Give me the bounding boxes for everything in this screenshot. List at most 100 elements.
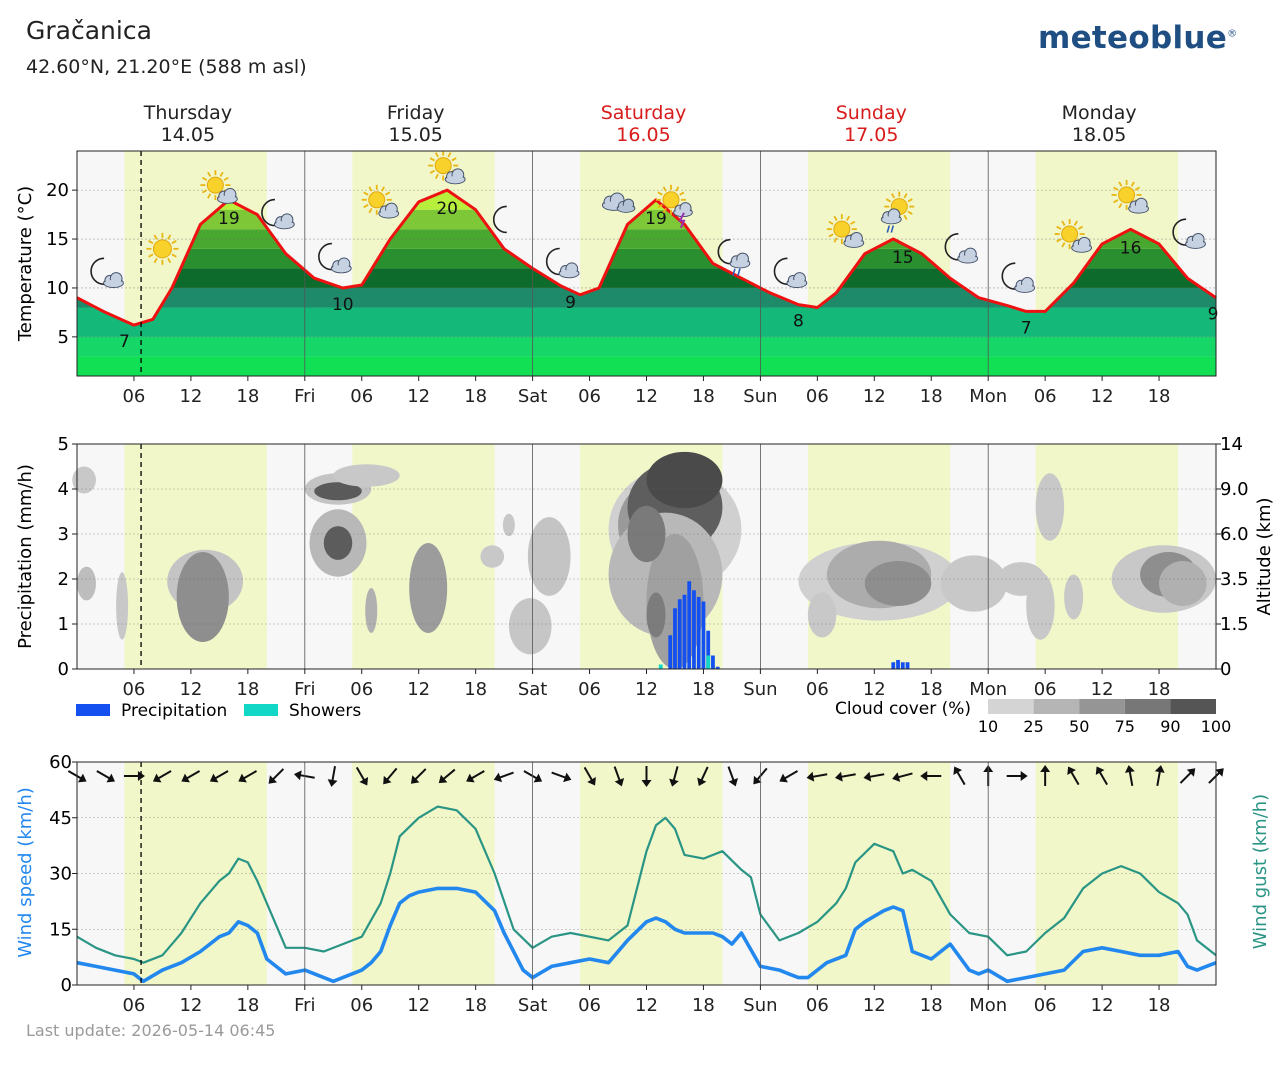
cloud-cover-patch xyxy=(480,545,505,568)
cloud-fill xyxy=(730,260,749,268)
precipitation-legend-label: Precipitation xyxy=(121,701,227,721)
precipitation-bar xyxy=(706,630,711,669)
x-tick-label: 18 xyxy=(692,386,715,407)
arrow-head xyxy=(1186,768,1196,777)
temperature-y-axis: 5 10 15 20 xyxy=(46,180,77,348)
arrow-head xyxy=(327,779,338,787)
cloud-cover-scale-label: 10 xyxy=(978,717,998,736)
precipitation-bar xyxy=(668,635,673,669)
wind-arrow-icon xyxy=(209,770,229,783)
temperature-value-label: 15 xyxy=(892,248,914,268)
arrow-head xyxy=(1215,768,1224,777)
cloud-fill xyxy=(787,279,806,288)
arrow-head xyxy=(181,773,190,783)
arrow-head xyxy=(1020,771,1028,781)
sun-disc xyxy=(152,239,172,259)
x-tick-label: 06 xyxy=(122,386,145,407)
sun-ray xyxy=(1061,242,1066,248)
wind-arrow-icon xyxy=(1154,765,1165,787)
temperature-x-axis: 06 12 18 Fri 06 12 18 Sat 06 12 18 Sun 06 12 18 Mon 06 12… xyxy=(122,376,1171,407)
brand-logo[interactable]: meteoblue® xyxy=(1038,20,1237,56)
brand-name: meteoblue xyxy=(1038,20,1228,56)
temperature-value-label: 20 xyxy=(436,199,458,219)
precipitation-bar xyxy=(891,662,896,669)
arrow-head xyxy=(106,773,116,783)
x-tick-label: 12 xyxy=(179,995,202,1016)
x-tick-label: 12 xyxy=(1091,679,1114,700)
brand-registered-mark: ® xyxy=(1227,28,1238,40)
x-tick-label: 12 xyxy=(407,386,430,407)
arrow-head xyxy=(753,775,762,785)
cloud-cover-scale-swatch xyxy=(1079,699,1125,714)
cloud-cover-patch xyxy=(314,482,362,501)
x-tick-label: Sun xyxy=(743,386,777,407)
arrow-head xyxy=(953,766,963,776)
y-tick-label: 45 xyxy=(49,808,72,829)
cloud-cover-patch xyxy=(646,592,666,638)
temperature-axis-title: Temperature (°C) xyxy=(15,186,36,342)
cloud-fill xyxy=(958,255,977,263)
showers-bar xyxy=(658,664,663,669)
sun-ray xyxy=(1118,181,1123,187)
x-tick-label: 18 xyxy=(236,995,259,1016)
day-date: 18.05 xyxy=(1072,124,1126,146)
x-tick-label: 12 xyxy=(407,995,430,1016)
wind-speed-line xyxy=(76,886,1217,984)
sun-ray xyxy=(903,193,908,199)
x-tick-label: 18 xyxy=(692,679,715,700)
x-tick-label: Mon xyxy=(969,679,1007,700)
sun-ray xyxy=(833,215,838,221)
x-tick-label: 12 xyxy=(863,386,886,407)
location-coordinates: 42.60°N, 21.20°E (588 m asl) xyxy=(26,56,307,78)
wind-arrow-icon xyxy=(152,770,172,783)
arrow-head xyxy=(1154,765,1165,773)
arrow-head xyxy=(641,780,652,787)
wind-arrow-icon xyxy=(1006,771,1028,781)
cloud-cover-scale-label: 100 xyxy=(1201,717,1232,736)
moon-cloud-icon xyxy=(90,257,124,288)
showers-legend-label: Showers xyxy=(289,701,361,721)
arrow-head xyxy=(779,773,788,783)
cloud-fill xyxy=(446,176,465,184)
temperature-band xyxy=(77,336,1216,357)
sun-cloud-icon xyxy=(200,170,238,204)
rain-drop xyxy=(737,268,741,276)
cloud-cover-patch xyxy=(1159,561,1207,606)
moon-crescent xyxy=(492,205,507,234)
arrow-head xyxy=(359,776,369,786)
arrow-head xyxy=(410,775,420,784)
arrow-head xyxy=(806,771,815,782)
cloud-cover-scale-swatch xyxy=(1033,699,1080,714)
wind-arrow-icon xyxy=(697,766,709,786)
sun-disc xyxy=(1061,225,1079,243)
x-tick-label: 18 xyxy=(692,995,715,1016)
wind-arrow-icon xyxy=(96,770,116,783)
x-tick-label: 06 xyxy=(122,995,145,1016)
wind-daylight-band xyxy=(124,762,267,985)
arrow-head xyxy=(268,775,278,784)
cloud-fill xyxy=(275,221,294,229)
sun-ray xyxy=(201,176,208,181)
x-tick-label: 18 xyxy=(464,995,487,1016)
arrow-head xyxy=(563,772,572,783)
x-tick-label: 06 xyxy=(1034,995,1057,1016)
wind-y-axis: 0 15 30 45 60 xyxy=(49,752,77,996)
x-tick-label: 12 xyxy=(1091,995,1114,1016)
sun-ray xyxy=(1056,238,1062,243)
wind-arrow-icon xyxy=(1124,765,1135,787)
sun-ray xyxy=(850,220,856,225)
x-tick-label: 06 xyxy=(806,386,829,407)
sun-ray xyxy=(1073,220,1078,226)
day-date: 14.05 xyxy=(161,124,215,146)
cloud-cover-patch xyxy=(1026,572,1055,640)
cloud-cover-scale-label: 50 xyxy=(1069,717,1089,736)
wind-arrow-icon xyxy=(779,770,799,783)
sun-ray xyxy=(167,234,172,240)
sun-ray xyxy=(171,240,177,245)
sun-cloud-icon xyxy=(428,150,466,185)
x-tick-label: 06 xyxy=(122,679,145,700)
y-tick-label: 4 xyxy=(58,479,69,500)
arrow-head xyxy=(152,773,162,783)
cloud-cover-layer xyxy=(72,451,1216,669)
